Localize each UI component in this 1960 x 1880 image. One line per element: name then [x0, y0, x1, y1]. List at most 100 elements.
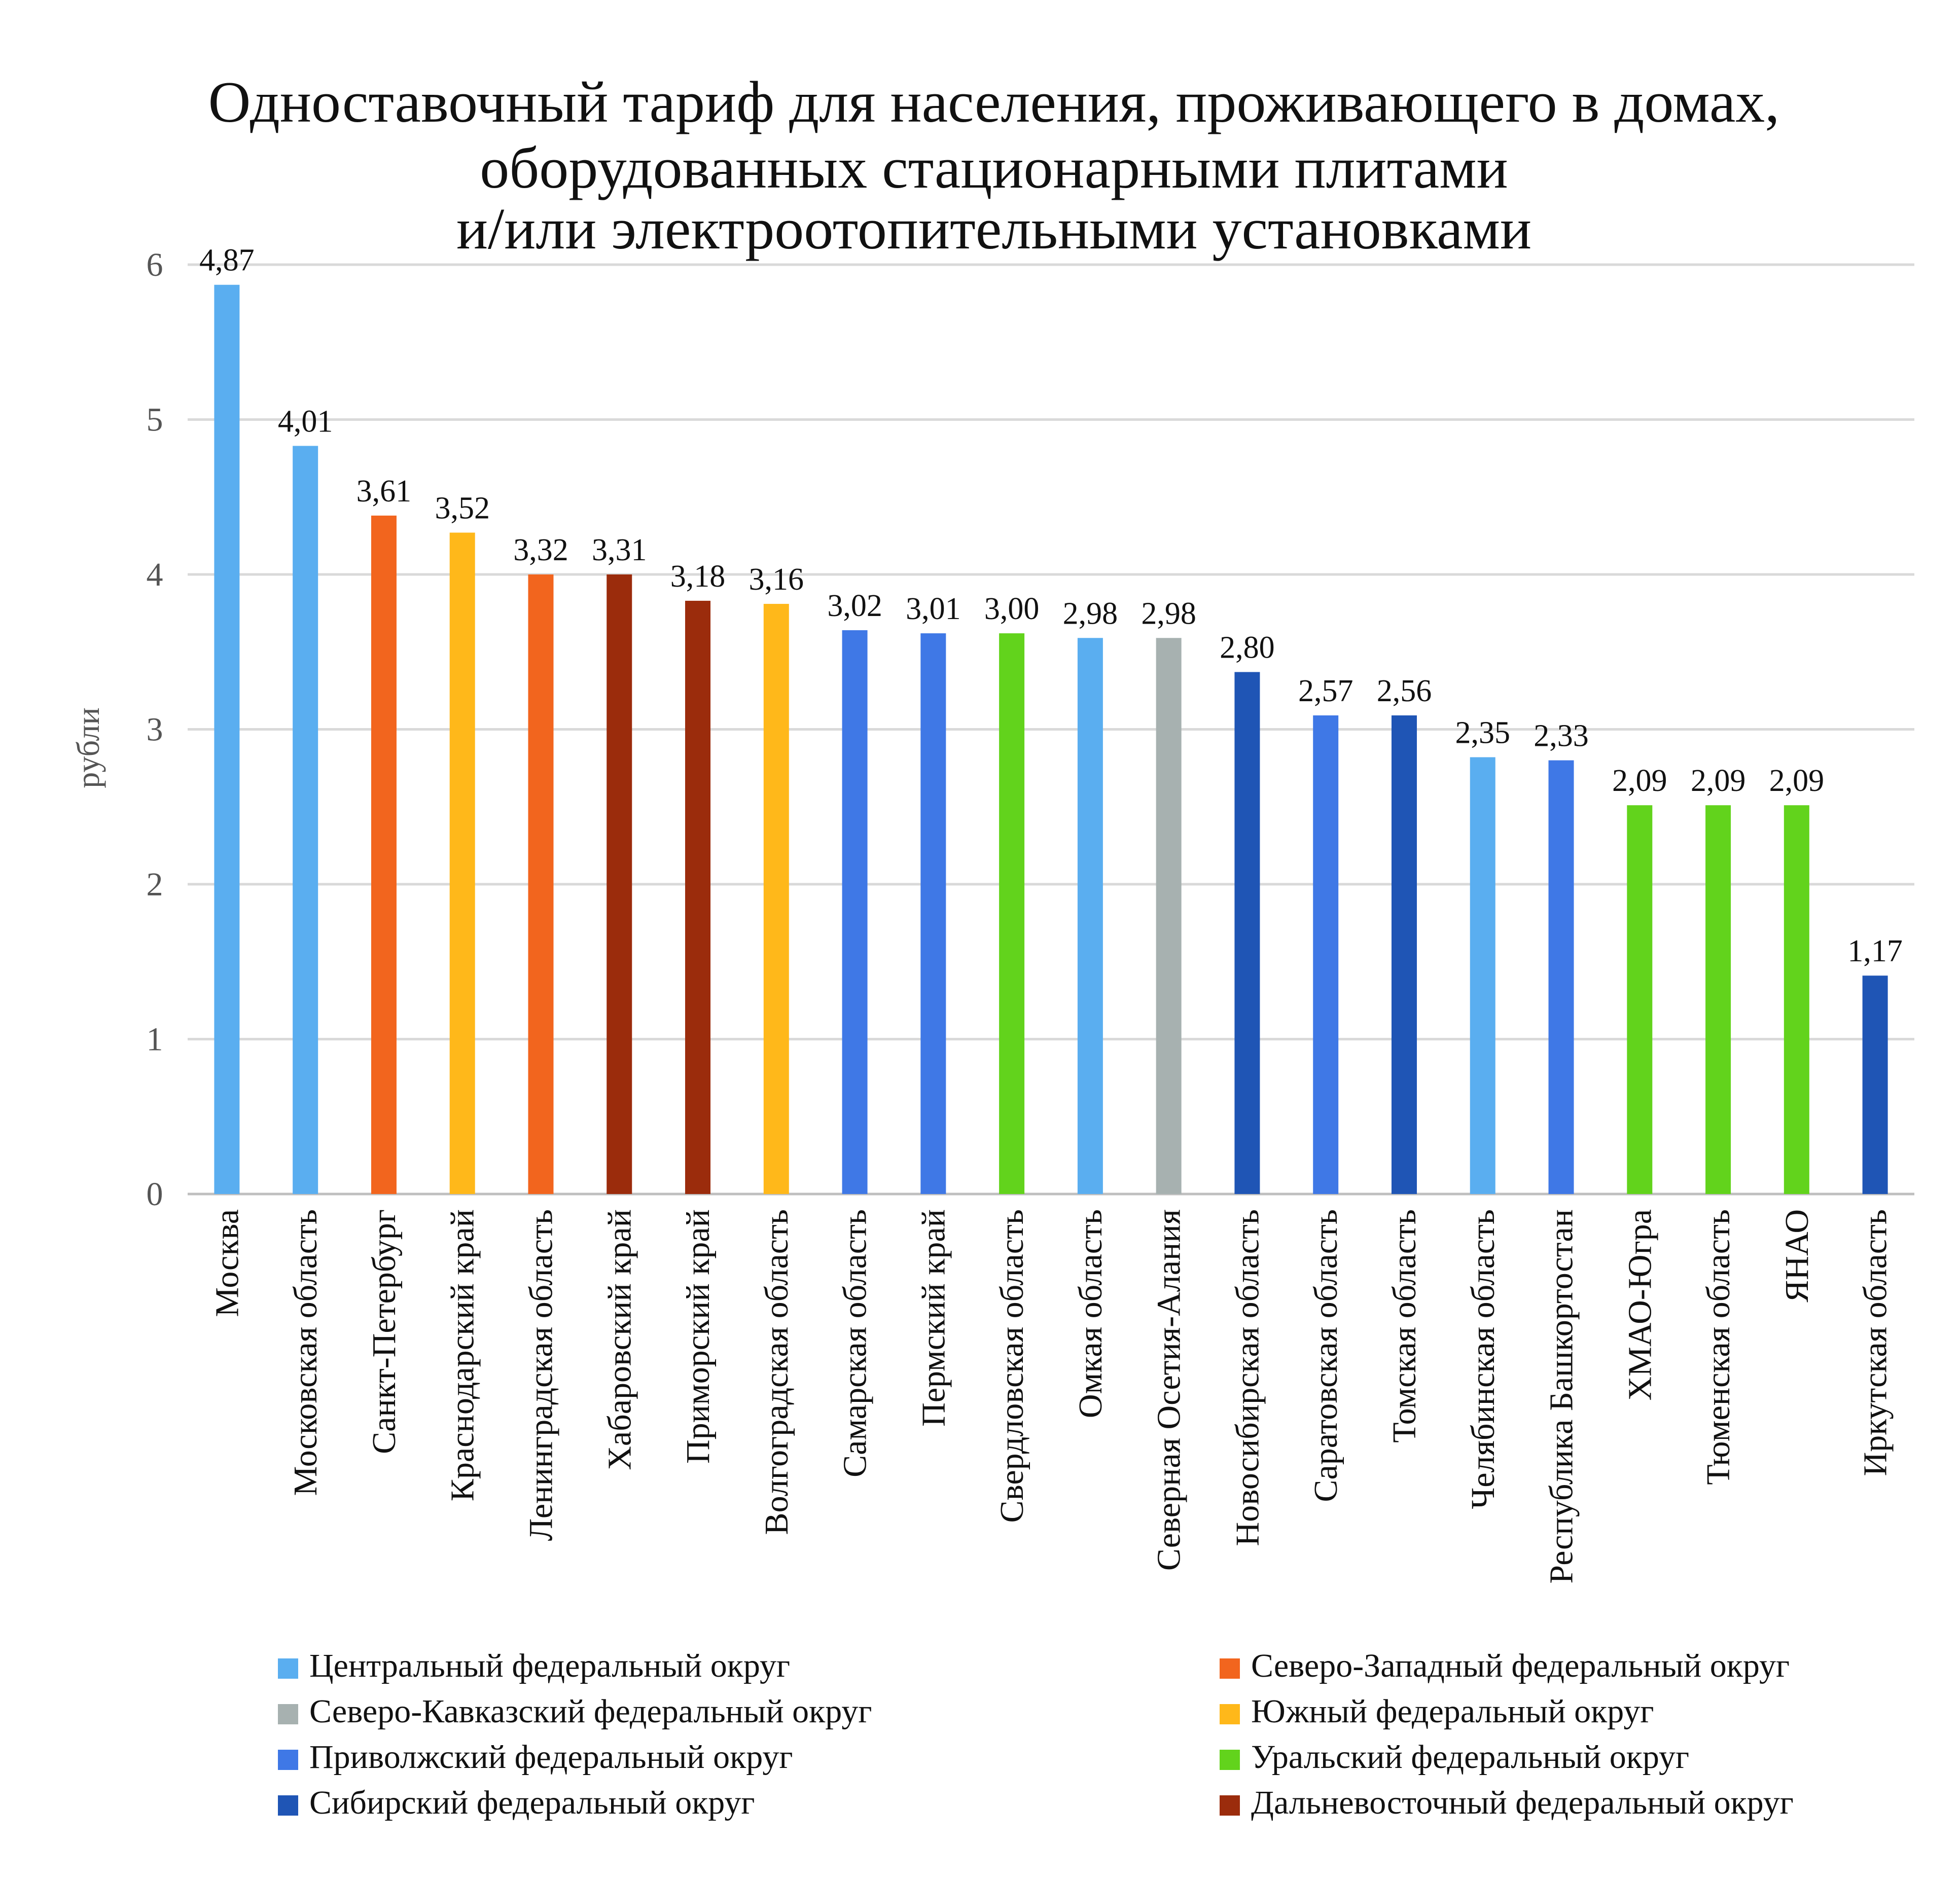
bar — [1627, 805, 1653, 1194]
data-label: 2,33 — [1534, 719, 1589, 753]
data-labels: 4,87 4,01 3,61 3,52 3,32 3,31 3,18 3,16 3,02 3,01… — [199, 243, 1903, 969]
data-label: 4,87 — [199, 243, 255, 278]
legend-label: Уральский федеральный округ — [1251, 1739, 1689, 1776]
x-tick-label: Северная Осетия-Алания — [1151, 1209, 1188, 1571]
data-label: 3,31 — [592, 533, 647, 567]
bar — [214, 284, 240, 1194]
bar — [607, 574, 632, 1194]
x-tick-label: Ленинградская область — [522, 1209, 559, 1541]
x-tick-label: Санкт-Петербург — [366, 1209, 403, 1454]
x-tick-label: Краснодарский край — [444, 1209, 481, 1501]
legend-label: Сибирский федеральный округ — [309, 1784, 755, 1821]
bar — [1313, 715, 1339, 1194]
x-tick-label: Новосибирская область — [1229, 1209, 1266, 1546]
data-label: 2,09 — [1612, 764, 1667, 798]
chart-title-line-1: Одноставочный тариф для населения, прожи… — [208, 70, 1780, 135]
legend: Центральный федеральный округ Северо-Кавк… — [278, 1647, 1794, 1821]
y-tick-label: 2 — [147, 866, 163, 903]
bar — [1077, 638, 1103, 1194]
legend-swatch — [1220, 1658, 1240, 1679]
bar — [842, 630, 868, 1194]
legend-swatch — [278, 1795, 298, 1816]
x-tick-label: Московская область — [287, 1209, 324, 1496]
y-axis: 0 1 2 3 4 5 6 — [147, 246, 163, 1213]
x-axis: Москва Московская область Санкт-Петербург К… — [208, 1209, 1894, 1584]
x-tick-label: Волгоградская область — [758, 1209, 795, 1535]
x-tick-label: Челябинская область — [1465, 1209, 1502, 1509]
data-label: 3,02 — [827, 589, 882, 623]
data-label: 3,00 — [984, 592, 1040, 626]
bar — [1548, 760, 1574, 1194]
y-tick-label: 0 — [147, 1176, 163, 1213]
bar — [1470, 757, 1495, 1194]
bar — [293, 446, 318, 1194]
x-tick-label: Томская область — [1386, 1209, 1423, 1443]
data-label: 2,57 — [1298, 674, 1353, 708]
bar — [1862, 975, 1888, 1194]
x-tick-label: Самарская область — [837, 1209, 874, 1477]
data-label: 2,09 — [1691, 764, 1746, 798]
legend-swatch — [278, 1750, 298, 1770]
bar — [1391, 715, 1417, 1194]
grid — [188, 263, 1914, 1196]
legend-swatch — [278, 1658, 298, 1679]
x-tick-label: Пермский край — [915, 1209, 952, 1427]
y-axis-label: рубли — [70, 707, 106, 788]
data-label: 2,56 — [1377, 674, 1432, 708]
bar — [1705, 805, 1731, 1194]
x-tick-label: Хабаровский край — [601, 1209, 638, 1470]
bar — [685, 600, 711, 1194]
bar — [528, 574, 554, 1194]
x-tick-label: Свердловская область — [993, 1209, 1030, 1523]
data-label: 2,80 — [1220, 630, 1275, 665]
data-label: 2,09 — [1769, 764, 1825, 798]
y-tick-label: 4 — [147, 556, 163, 593]
legend-swatch — [1220, 1704, 1240, 1724]
x-tick-label: Приморский край — [680, 1209, 717, 1464]
chart-title: Одноставочный тариф для населения, прожи… — [208, 70, 1780, 262]
x-tick-label: Омкая область — [1072, 1209, 1109, 1418]
data-label: 3,01 — [906, 592, 961, 626]
legend-label: Центральный федеральный округ — [309, 1647, 790, 1684]
data-label: 2,98 — [1063, 596, 1118, 631]
bar — [1784, 805, 1809, 1194]
data-label: 3,61 — [357, 474, 412, 509]
data-label: 2,98 — [1141, 596, 1196, 631]
bars — [214, 284, 1888, 1195]
x-tick-label: ХМАО-Югра — [1621, 1209, 1658, 1401]
y-tick-label: 1 — [147, 1021, 163, 1058]
bar — [449, 532, 475, 1194]
bar — [920, 633, 946, 1194]
legend-label: Северо-Западный федеральный округ — [1251, 1647, 1790, 1684]
legend-label: Дальневосточный федеральный округ — [1251, 1784, 1794, 1821]
chart-title-line-3: и/или электроотопительными установками — [456, 197, 1531, 262]
legend-swatch — [1220, 1795, 1240, 1816]
legend-swatch — [278, 1704, 298, 1724]
chart-title-line-2: оборудованных стационарными плитами — [480, 136, 1508, 201]
legend-label: Северо-Кавказский федеральный округ — [309, 1693, 872, 1730]
x-tick-label: Республика Башкортостан — [1543, 1209, 1580, 1584]
data-label: 2,35 — [1455, 715, 1511, 750]
x-tick-label: Москва — [208, 1209, 245, 1317]
bar — [763, 604, 789, 1194]
legend-swatch — [1220, 1750, 1240, 1770]
legend-label: Южный федеральный округ — [1251, 1693, 1654, 1730]
bar — [999, 633, 1025, 1194]
bar — [1234, 672, 1260, 1194]
y-tick-label: 3 — [147, 711, 163, 748]
data-label: 1,17 — [1847, 934, 1903, 968]
y-tick-label: 6 — [147, 246, 163, 283]
legend-label: Приволжский федеральный округ — [309, 1739, 793, 1776]
x-tick-label: Тюменская область — [1700, 1209, 1737, 1485]
x-tick-label: ЯНАО — [1778, 1209, 1815, 1303]
y-tick-label: 5 — [147, 402, 163, 439]
data-label: 3,18 — [670, 559, 726, 594]
data-label: 4,01 — [278, 404, 333, 439]
data-label: 3,16 — [749, 562, 804, 597]
bar — [1156, 638, 1182, 1194]
data-label: 3,32 — [513, 533, 568, 567]
bar — [371, 515, 397, 1195]
x-tick-label: Саратовская область — [1307, 1209, 1344, 1502]
x-tick-label: Иркутская область — [1857, 1209, 1894, 1476]
